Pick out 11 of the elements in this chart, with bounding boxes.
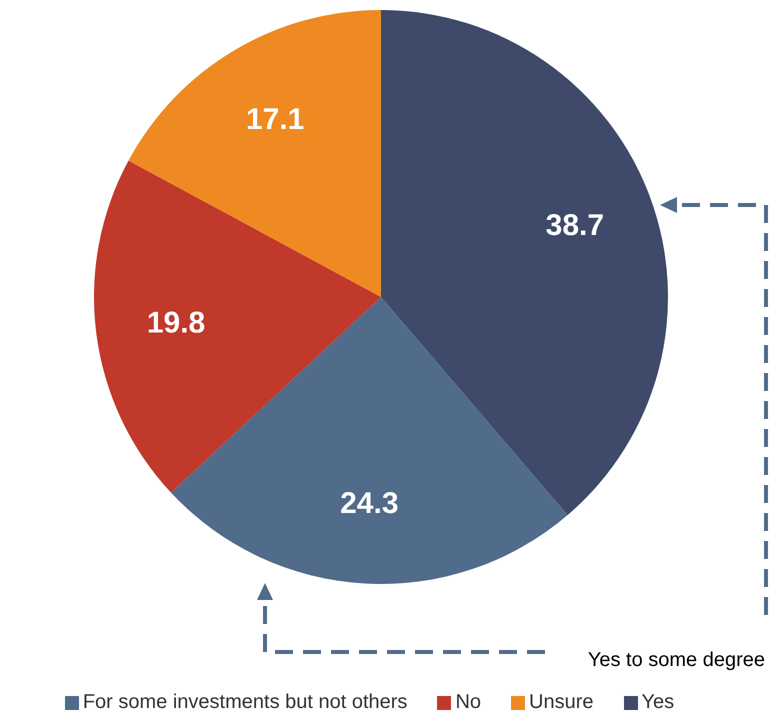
legend-label: No (455, 691, 482, 713)
data-label: 17.1 (246, 103, 304, 136)
legend-label: Yes (642, 691, 674, 713)
pie-slice (94, 160, 381, 493)
data-label: 19.8 (146, 306, 206, 340)
legend-label: Unsure (529, 691, 594, 713)
data-label: 24.3 (340, 486, 399, 520)
pie-slice (128, 10, 381, 297)
legend-label: For some investments but not others (82, 691, 408, 713)
data-label: 38.7 (546, 208, 604, 242)
text: Yes to some degree (588, 649, 765, 671)
